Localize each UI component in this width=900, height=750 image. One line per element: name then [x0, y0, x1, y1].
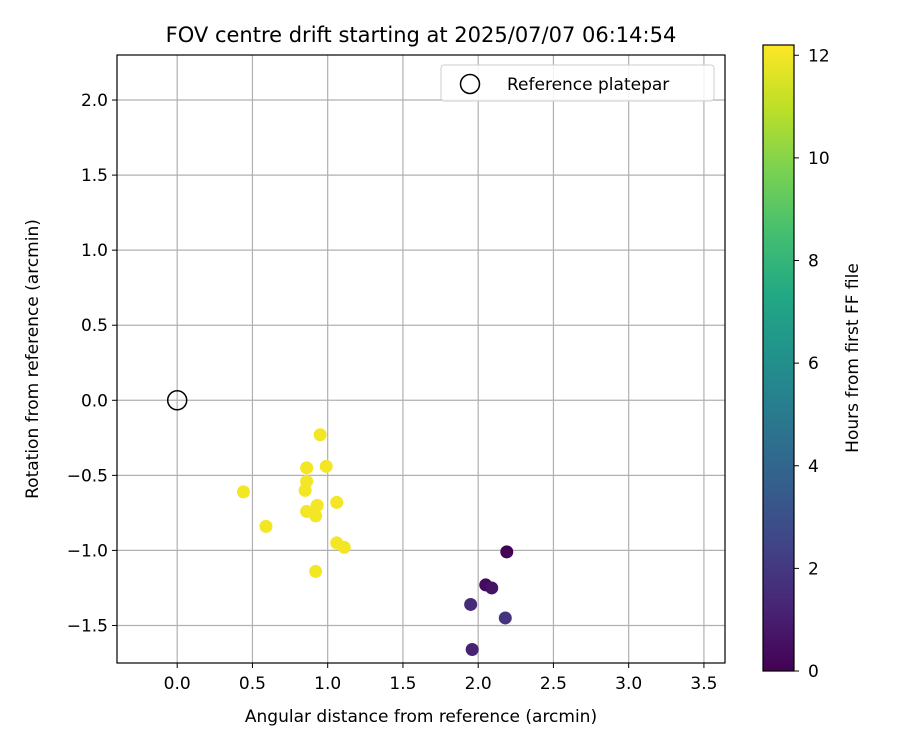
data-point — [498, 611, 512, 625]
colorbar-tick-label: 4 — [808, 457, 819, 477]
data-point — [298, 483, 312, 497]
y-axis-ticks: −1.5 −1.0 −0.5 0.0 0.5 1.0 1.5 2.0 — [67, 91, 117, 636]
colorbar-tick-label: 10 — [808, 149, 830, 169]
y-tick-label: 0.5 — [81, 316, 108, 336]
data-point — [309, 509, 323, 523]
x-axis-label: Angular distance from reference (arcmin) — [245, 707, 597, 727]
data-point — [309, 564, 323, 578]
x-tick-label: 2.0 — [465, 674, 492, 694]
data-point — [259, 519, 273, 533]
data-point — [300, 461, 314, 475]
legend: Reference platepar — [440, 64, 715, 102]
y-tick-label: 1.0 — [81, 241, 108, 261]
x-tick-label: 1.0 — [314, 674, 341, 694]
data-point — [330, 495, 344, 509]
x-axis-ticks: 0.0 0.5 1.0 1.5 2.0 2.5 3.0 3.5 — [164, 663, 717, 694]
y-tick-label: 1.5 — [81, 166, 108, 186]
y-tick-label: −1.5 — [67, 616, 108, 636]
x-tick-label: 3.0 — [615, 674, 642, 694]
data-point — [485, 581, 499, 595]
x-tick-label: 0.5 — [239, 674, 266, 694]
data-point — [236, 485, 250, 499]
data-point — [337, 540, 351, 554]
colorbar: 0 2 4 6 8 10 12 Hours from first FF file — [762, 44, 863, 682]
chart-title: FOV centre drift starting at 2025/07/07 … — [166, 23, 677, 47]
plot-frame — [116, 54, 726, 664]
colorbar-tick-label: 2 — [808, 559, 819, 579]
data-point — [310, 498, 324, 512]
x-tick-label: 1.5 — [389, 674, 416, 694]
y-tick-label: −1.0 — [67, 541, 108, 561]
x-tick-label: 0.0 — [164, 674, 191, 694]
x-tick-label: 2.5 — [540, 674, 567, 694]
grid — [117, 55, 725, 663]
colorbar-label: Hours from first FF file — [843, 263, 863, 453]
legend-box — [440, 64, 715, 102]
data-point — [464, 597, 478, 611]
data-point — [319, 459, 333, 473]
y-tick-label: −0.5 — [67, 466, 108, 486]
reference-platepar-marker — [166, 390, 188, 411]
colorbar-tick-label: 0 — [808, 662, 819, 682]
legend-marker-open-circle — [459, 73, 481, 95]
colorbar-scale — [762, 44, 795, 672]
y-tick-label: 0.0 — [81, 391, 108, 411]
y-axis-label: Rotation from reference (arcmin) — [23, 219, 43, 499]
colorbar-tick-label: 12 — [808, 46, 830, 66]
data-points — [166, 390, 514, 656]
x-tick-label: 3.5 — [690, 674, 717, 694]
colorbar-ticks: 0 2 4 6 8 10 12 — [794, 46, 830, 682]
data-point — [465, 642, 479, 656]
colorbar-tick-label: 8 — [808, 252, 819, 272]
colorbar-tick-label: 6 — [808, 354, 819, 374]
data-point — [500, 545, 514, 559]
legend-label: Reference platepar — [507, 75, 669, 95]
data-point — [313, 428, 327, 442]
y-tick-label: 2.0 — [81, 91, 108, 111]
